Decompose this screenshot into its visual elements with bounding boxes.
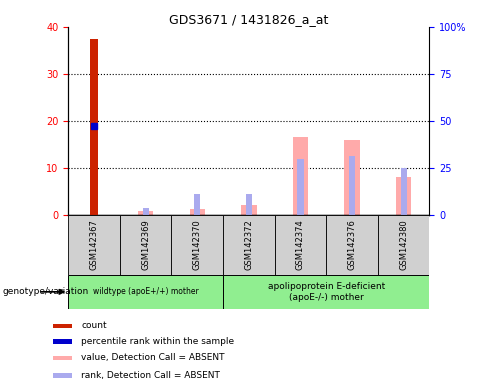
Bar: [349, 156, 355, 215]
Bar: [138, 211, 153, 215]
Text: count: count: [81, 321, 107, 330]
Text: GSM142370: GSM142370: [193, 219, 202, 270]
Bar: [401, 168, 407, 215]
Bar: [53, 373, 72, 377]
Bar: [297, 159, 304, 215]
Text: genotype/variation: genotype/variation: [2, 287, 89, 296]
Bar: [396, 177, 411, 215]
Text: value, Detection Call = ABSENT: value, Detection Call = ABSENT: [81, 353, 224, 362]
Bar: [223, 215, 275, 275]
Bar: [378, 215, 429, 275]
Bar: [189, 209, 205, 215]
Text: rank, Detection Call = ABSENT: rank, Detection Call = ABSENT: [81, 371, 220, 380]
Text: GSM142376: GSM142376: [347, 219, 357, 270]
Text: GSM142369: GSM142369: [141, 219, 150, 270]
Text: GSM142367: GSM142367: [90, 219, 99, 270]
Text: GSM142372: GSM142372: [244, 219, 253, 270]
Bar: [241, 205, 257, 215]
Bar: [68, 215, 120, 275]
Bar: [53, 339, 72, 344]
Bar: [53, 356, 72, 360]
Bar: [194, 194, 201, 215]
Text: wildtype (apoE+/+) mother: wildtype (apoE+/+) mother: [93, 287, 199, 296]
Title: GDS3671 / 1431826_a_at: GDS3671 / 1431826_a_at: [169, 13, 328, 26]
Bar: [53, 324, 72, 328]
Bar: [120, 215, 171, 275]
Bar: [345, 140, 360, 215]
Bar: [246, 194, 252, 215]
Text: GSM142374: GSM142374: [296, 219, 305, 270]
Text: percentile rank within the sample: percentile rank within the sample: [81, 337, 234, 346]
Text: GSM142380: GSM142380: [399, 219, 408, 270]
Bar: [142, 208, 149, 215]
Bar: [326, 215, 378, 275]
Bar: [275, 215, 326, 275]
Text: apolipoprotein E-deficient
(apoE-/-) mother: apolipoprotein E-deficient (apoE-/-) mot…: [267, 282, 385, 301]
Bar: [293, 137, 308, 215]
Bar: [223, 275, 429, 309]
Bar: [90, 39, 98, 215]
Bar: [171, 215, 223, 275]
Bar: [68, 275, 223, 309]
